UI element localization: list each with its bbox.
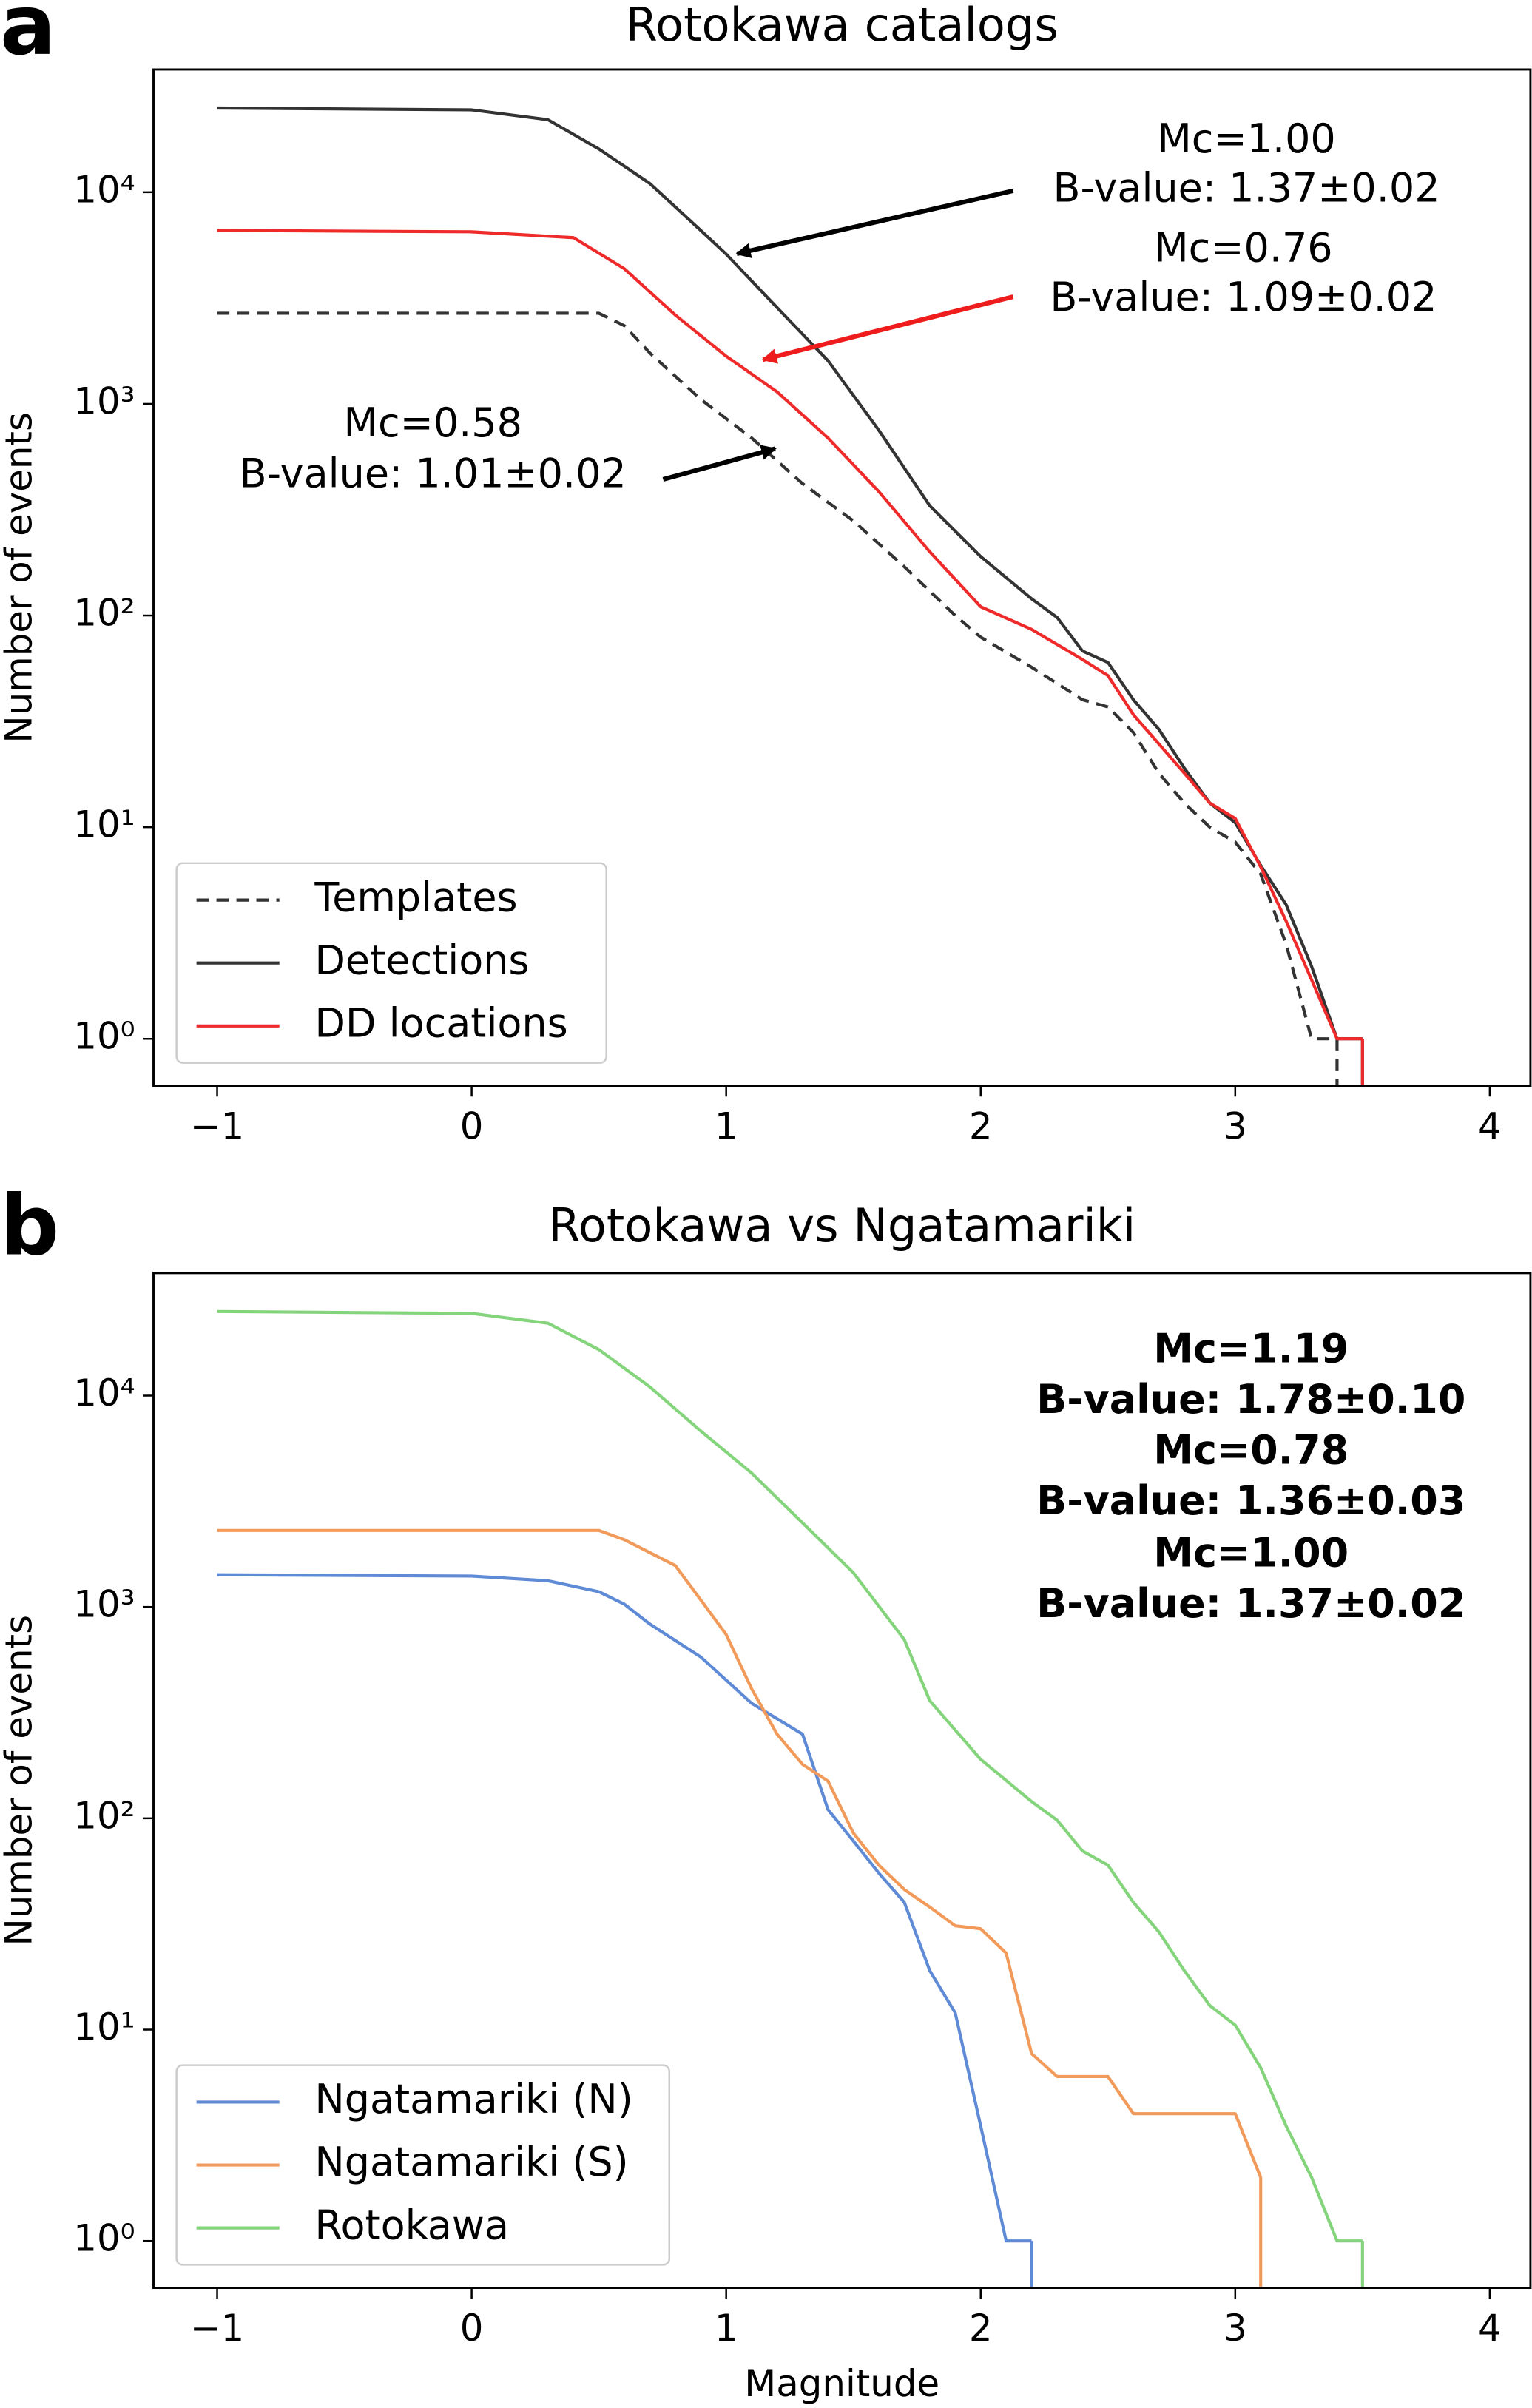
annotation: B-value: 1.36±0.03: [1036, 1477, 1465, 1524]
annotation-arrow: [735, 188, 1014, 258]
annotation: B-value: 1.01±0.02: [240, 451, 627, 497]
annotation: Mc=1.19: [1153, 1325, 1349, 1372]
series-line: [217, 311, 1337, 1041]
legend-label: Detections: [314, 937, 529, 983]
annotation-arrow: [662, 445, 777, 482]
annotation: Mc=1.00: [1157, 115, 1335, 162]
legend-box: [175, 862, 607, 1064]
x-tick-label: −1: [190, 1104, 244, 1147]
x-tick-label: 3: [1224, 2307, 1247, 2350]
y-tick-label: 10¹: [73, 803, 135, 846]
x-tick-label: 2: [969, 1104, 993, 1147]
series-line: [217, 1528, 1263, 2178]
axes-frame: [152, 68, 1532, 1087]
x-tick-label: 1: [715, 1104, 738, 1147]
legend-label: Ngatamariki (N): [314, 2076, 632, 2122]
y-tick-label: 10⁴: [73, 168, 135, 211]
legend-label: Ngatamariki (S): [314, 2139, 628, 2185]
chart-title: Rotokawa vs Ngatamariki: [548, 1198, 1135, 1252]
y-axis-label: Number of events: [0, 412, 41, 743]
x-tick-label: 1: [715, 2307, 738, 2350]
x-axis-label: Magnitude: [744, 2362, 939, 2405]
y-tick-label: 10³: [73, 380, 135, 422]
series-line: [217, 229, 1363, 1041]
legend-label: Templates: [314, 874, 517, 920]
y-tick-label: 10²: [73, 1794, 135, 1837]
annotation: B-value: 1.78±0.10: [1036, 1376, 1465, 1423]
annotation: Mc=0.78: [1153, 1426, 1349, 1473]
y-tick-label: 10⁰: [73, 1015, 135, 1058]
annotation: B-value: 1.09±0.02: [1050, 274, 1437, 320]
annotation: Mc=0.76: [1154, 224, 1332, 271]
panel-label: b: [0, 1178, 59, 1275]
y-tick-label: 10⁴: [73, 1372, 135, 1414]
x-tick-label: 2: [969, 2307, 993, 2350]
axes-frame: [152, 1272, 1532, 2290]
x-tick-label: 0: [460, 1104, 484, 1147]
annotation-arrow: [761, 294, 1014, 364]
legend-label: DD locations: [314, 999, 567, 1046]
legend-box: [175, 2064, 671, 2266]
x-tick-label: 0: [460, 2307, 484, 2350]
annotation: Mc=0.58: [343, 399, 522, 446]
annotation: B-value: 1.37±0.02: [1053, 165, 1440, 212]
annotation: Mc=1.00: [1153, 1529, 1349, 1576]
x-tick-label: −1: [190, 2307, 244, 2350]
panel-label: a: [0, 0, 56, 74]
x-tick-label: 4: [1478, 2307, 1502, 2350]
x-tick-label: 3: [1224, 1104, 1247, 1147]
y-tick-label: 10³: [73, 1583, 135, 1626]
y-tick-label: 10²: [73, 592, 135, 635]
x-tick-label: 4: [1478, 1104, 1502, 1147]
annotation: B-value: 1.37±0.02: [1036, 1580, 1465, 1627]
y-tick-label: 10⁰: [73, 2217, 135, 2260]
legend-label: Rotokawa: [314, 2202, 509, 2248]
series-line: [217, 1309, 1363, 2243]
y-tick-label: 10¹: [73, 2006, 135, 2048]
chart-title: Rotokawa catalogs: [626, 0, 1059, 52]
y-axis-label: Number of events: [0, 1615, 41, 1946]
